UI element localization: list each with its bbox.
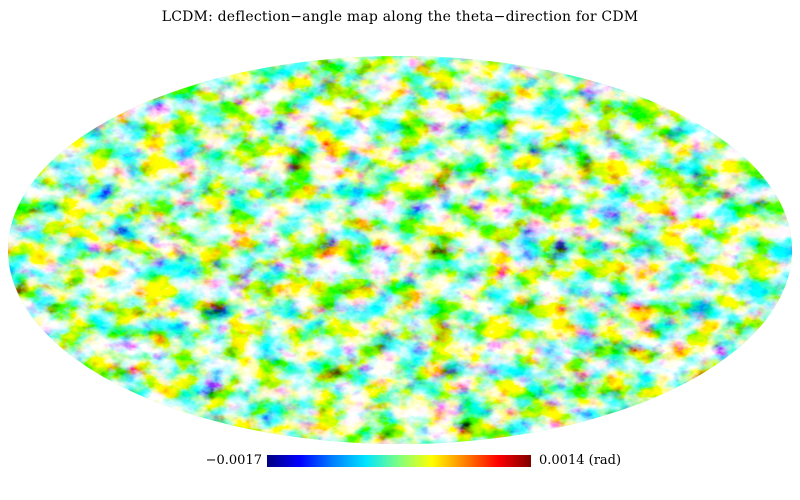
colorbar-min-label: −0.0017 <box>205 453 262 468</box>
map-title: LCDM: deflection−angle map along the the… <box>161 9 639 25</box>
colorbar-max-label: 0.0014 (rad) <box>539 453 622 468</box>
colorbar-gradient <box>267 455 531 467</box>
colorbar: −0.0017 0.0014 (rad) <box>0 452 800 470</box>
